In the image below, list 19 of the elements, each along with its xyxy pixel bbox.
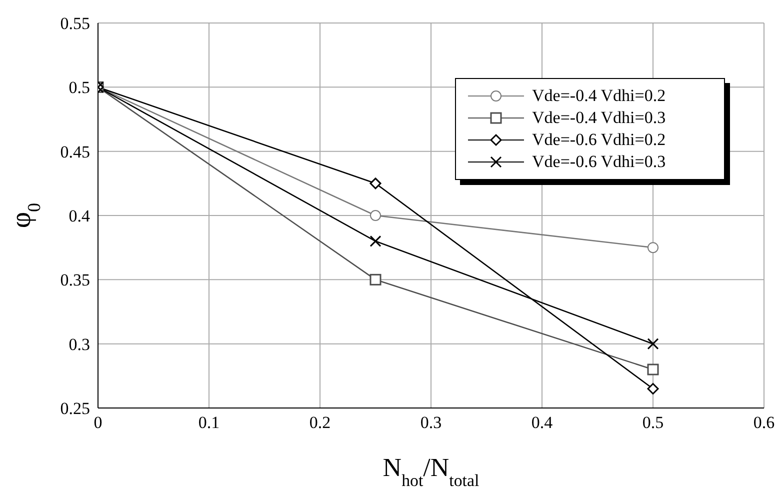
y-tick-label: 0.35 [60, 270, 90, 290]
x-tick-label: 0.3 [420, 413, 442, 432]
y-tick-label: 0.3 [68, 334, 90, 354]
y-tick-label: 0.45 [60, 142, 90, 162]
legend-label: Vde=-0.4 Vdhi=0.3 [532, 108, 666, 128]
y-tick-label: 0.5 [68, 78, 90, 98]
legend-label: Vde=-0.6 Vdhi=0.2 [532, 130, 666, 150]
x-tick-label: 0.6 [753, 413, 775, 432]
x-tick-label: 0.4 [531, 413, 554, 432]
x-tick-label: 0.2 [309, 413, 331, 432]
x-tick-label: 0 [94, 413, 102, 432]
x-tick-label: 0.5 [642, 413, 664, 432]
legend-label: Vde=-0.4 Vdhi=0.2 [532, 86, 666, 106]
y-tick-label: 0.25 [60, 399, 90, 418]
y-tick-label: 0.4 [68, 206, 90, 226]
legend-label: Vde=-0.6 Vdhi=0.3 [532, 152, 666, 172]
y-tick-label: 0.55 [60, 14, 90, 34]
x-tick-label: 0.1 [198, 413, 220, 432]
x-axis-title: N$_{hot}$/N$_{total}$ [382, 453, 480, 490]
